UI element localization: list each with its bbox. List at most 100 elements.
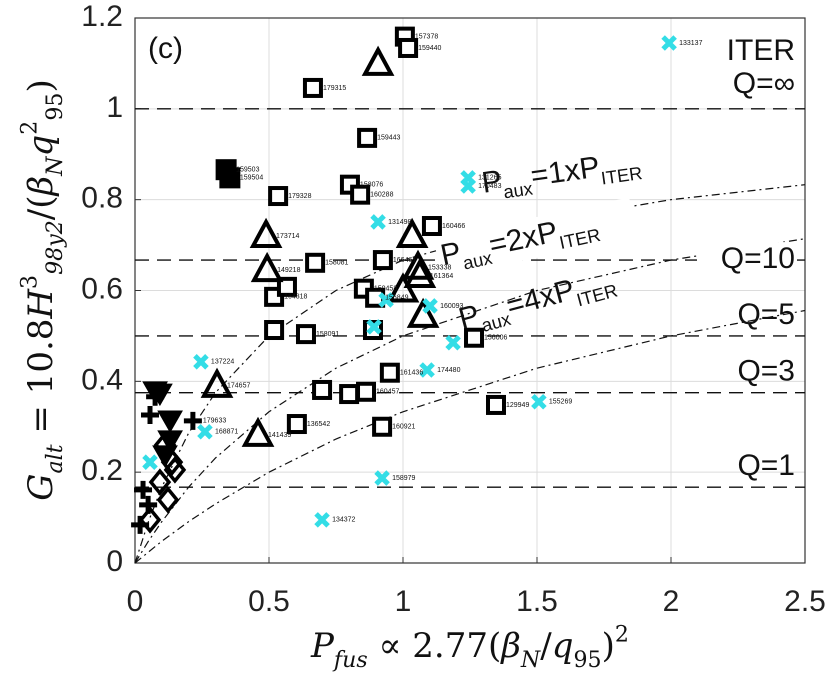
- text-part: q: [552, 626, 574, 666]
- marker-square: [485, 394, 506, 415]
- marker-triangle: [249, 217, 283, 248]
- y-tick-label: 1: [106, 91, 123, 124]
- marker-triangle: [241, 416, 275, 447]
- marker-square: [350, 184, 371, 205]
- point-label: 158081: [325, 260, 348, 267]
- marker-diamond: [163, 456, 187, 484]
- point-label: 179633: [203, 418, 226, 425]
- point-label: 179315: [323, 85, 346, 92]
- point-label: 134372: [332, 517, 355, 524]
- marker-triangle: [406, 297, 440, 328]
- text-part: N: [520, 647, 541, 673]
- marker-triangle: [250, 251, 284, 283]
- point-label: 166461: [393, 257, 416, 264]
- point-label: 161436: [400, 370, 423, 377]
- point-label: 158091: [316, 331, 339, 338]
- marker-x: [460, 178, 476, 194]
- marker-inverted-triangle: [157, 410, 183, 433]
- point-label: 161364: [430, 273, 453, 280]
- text-part: ): [602, 626, 615, 666]
- text-part: ): [21, 79, 61, 92]
- marker-square: [464, 327, 485, 348]
- y-tick-label: 0.8: [81, 182, 123, 215]
- point-label: 158076: [360, 182, 383, 189]
- marker-x: [374, 470, 390, 486]
- y-axis-label: Galt = 10.8H398y2/(βNq295): [17, 79, 69, 500]
- q-label: Q=1: [737, 449, 795, 482]
- marker-cross: [134, 480, 153, 499]
- label-background: [697, 242, 797, 279]
- point-label: 149218: [277, 267, 300, 274]
- point-label: 174657: [227, 383, 250, 390]
- marker-cross: [141, 405, 160, 424]
- text-part: /: [540, 626, 552, 666]
- point-label: 159443: [377, 135, 400, 142]
- text-part: 2: [615, 622, 629, 648]
- marker-square: [295, 324, 316, 345]
- marker-filled-square: [219, 167, 241, 189]
- marker-x: [378, 292, 394, 308]
- point-label: 174480: [437, 367, 460, 374]
- q-label: Q=10: [721, 242, 795, 275]
- marker-diamond: [156, 486, 180, 514]
- point-label: 158979: [392, 475, 415, 482]
- point-label: 150458: [374, 286, 397, 293]
- point-label: 164318: [284, 294, 307, 301]
- q-label: Q=∞: [733, 67, 795, 100]
- marker-square: [305, 252, 326, 273]
- marker-diamond: [138, 506, 162, 534]
- marker-x: [422, 298, 438, 314]
- point-label: 160457: [376, 389, 399, 396]
- marker-triangle: [403, 257, 437, 288]
- text-part: N: [42, 156, 68, 177]
- point-label: 179328: [288, 193, 311, 200]
- text-part: β: [499, 626, 521, 666]
- marker-square: [339, 384, 360, 405]
- text-part: β: [21, 176, 61, 198]
- text-part: 2: [17, 121, 43, 135]
- corner-label: ITER: [727, 34, 795, 67]
- point-label: 129949: [506, 402, 529, 409]
- point-label: 131498: [388, 219, 411, 226]
- marker-x: [419, 362, 435, 378]
- marker-x: [193, 354, 209, 370]
- marker-square: [312, 379, 333, 400]
- x-tick-label: 1.5: [516, 585, 558, 618]
- point-label: 157378: [415, 33, 438, 40]
- x-tick-label: 2: [663, 585, 680, 618]
- text-part: 3: [17, 275, 43, 289]
- marker-x: [661, 35, 677, 51]
- panel-label: (c): [148, 32, 183, 65]
- marker-triangle: [401, 249, 435, 280]
- point-label: 159440: [418, 45, 441, 52]
- text-part: fus: [332, 647, 368, 673]
- marker-triangle: [395, 217, 429, 248]
- label-background: [433, 197, 638, 279]
- text-part: 95: [574, 647, 602, 673]
- marker-diamond: [160, 448, 184, 476]
- marker-square: [302, 77, 323, 98]
- y-tick-label: 0: [106, 545, 123, 578]
- p-aux-curve: [134, 238, 806, 564]
- point-label: 160921: [392, 424, 415, 431]
- text-part: q: [21, 135, 61, 157]
- x-tick-label: 0: [127, 585, 144, 618]
- text-part: 98y2: [42, 220, 68, 275]
- q-label: Q=3: [737, 355, 795, 388]
- marker-square: [372, 416, 393, 437]
- marker-square: [357, 127, 378, 148]
- marker-square: [356, 381, 377, 402]
- x-tick-label: 1: [395, 585, 412, 618]
- marker-square: [276, 276, 297, 297]
- marker-x: [142, 454, 158, 470]
- point-label: 133137: [679, 40, 702, 47]
- point-label: 141439: [268, 432, 291, 439]
- marker-square: [421, 216, 442, 237]
- point-label: 160288: [370, 192, 393, 199]
- marker-triangle: [200, 367, 234, 398]
- marker-cross: [146, 387, 165, 406]
- point-label: 159503: [236, 167, 259, 174]
- plot-frame: [134, 17, 806, 564]
